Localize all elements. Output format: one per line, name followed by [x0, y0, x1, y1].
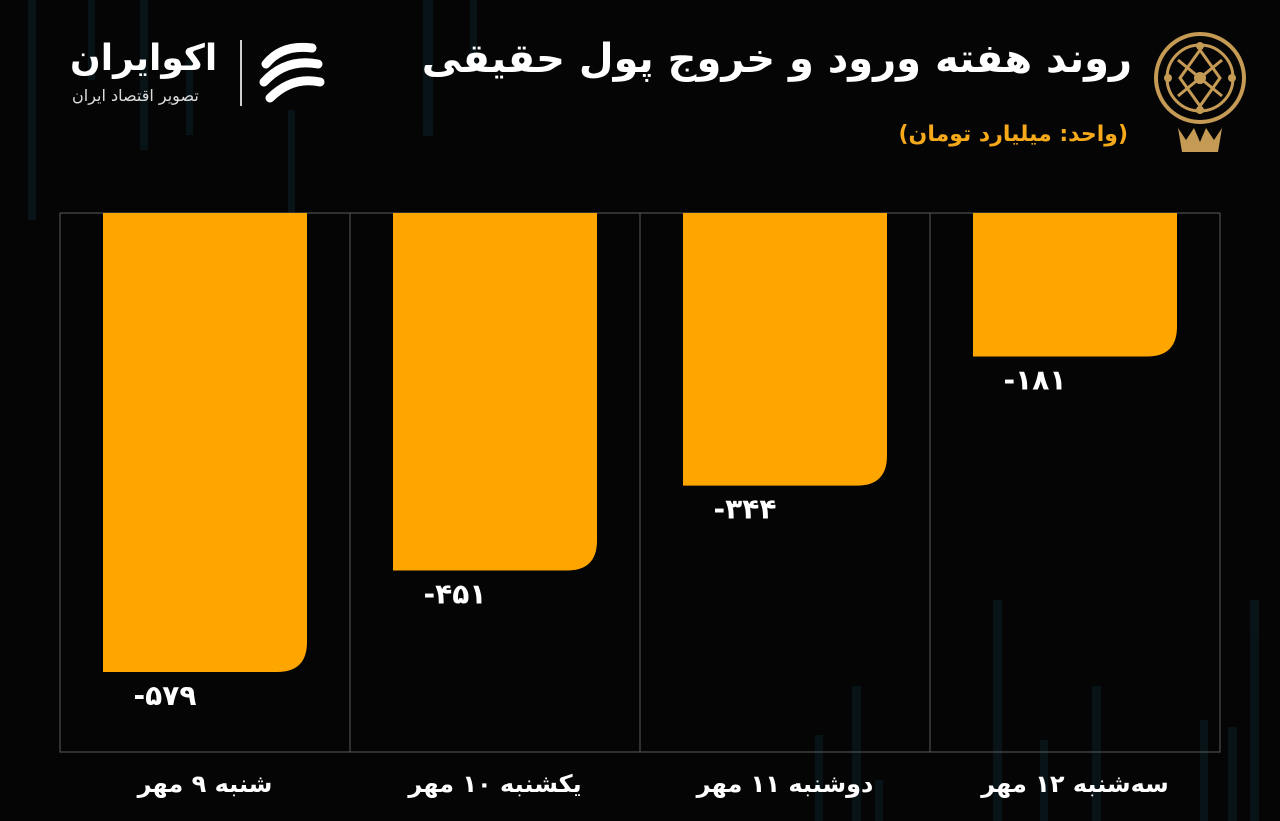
- chart-subtitle: (واحد: میلیارد تومان): [898, 122, 1129, 147]
- brand-tagline: تصویر اقتصاد ایران: [72, 86, 199, 105]
- chart-title: روند هفته ورود و خروج پول حقیقی: [421, 36, 1132, 82]
- data-label: -۳۴۴: [714, 493, 777, 526]
- brand-divider: [240, 40, 242, 106]
- brand-name: اکوایران: [70, 38, 218, 79]
- category-label: سه‌شنبه ۱۲ مهر: [980, 770, 1169, 798]
- data-label: -۵۷۹: [134, 679, 197, 712]
- category-label: دوشنبه ۱۱ مهر: [696, 770, 874, 798]
- data-label: -۱۸۱: [1004, 363, 1067, 396]
- tehran-stock-exchange-seal-icon: [1154, 32, 1246, 152]
- bar: [973, 213, 1177, 357]
- bar: [103, 213, 307, 672]
- bar: [683, 213, 887, 486]
- category-label: یکشنبه ۱۰ مهر: [407, 770, 581, 798]
- category-label: شنبه ۹ مهر: [137, 770, 273, 798]
- data-label: -۴۵۱: [424, 577, 487, 610]
- ecoiran-logo-icon: [259, 42, 325, 103]
- bar: [393, 213, 597, 571]
